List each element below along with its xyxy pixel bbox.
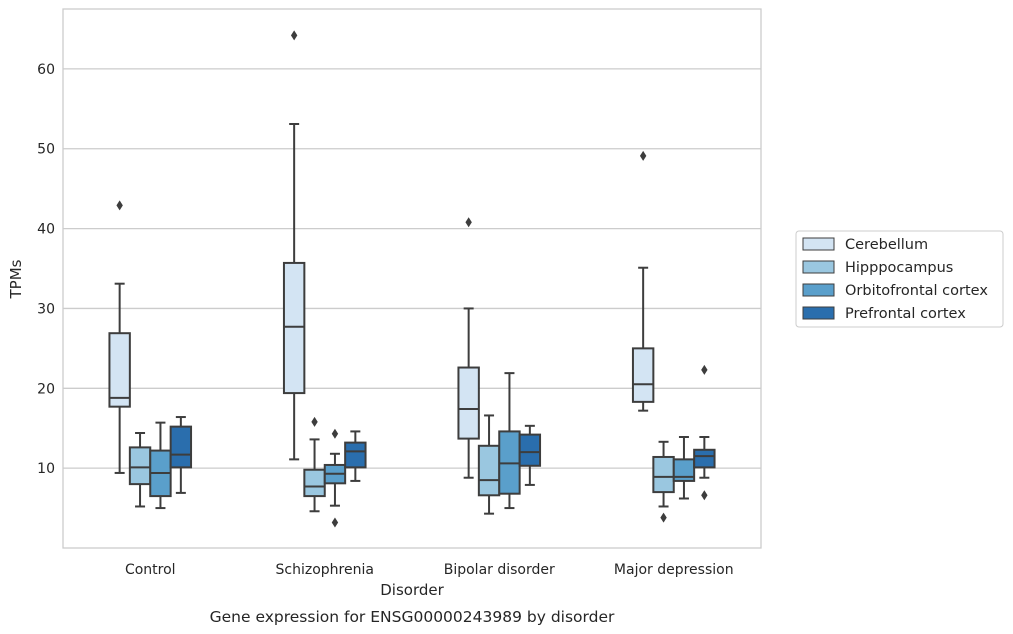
plot-frame: [62, 8, 762, 549]
box-prefrontal-cortex: [344, 430, 367, 482]
box-iqr: [303, 468, 326, 498]
box-iqr: [169, 425, 193, 469]
outlier-point: [311, 416, 318, 427]
outlier-point: [465, 217, 472, 228]
y-tick-label: 10: [37, 461, 55, 477]
box-cerebellum: [631, 150, 655, 412]
legend-swatch: [802, 237, 835, 251]
box-iqr: [672, 458, 696, 482]
outlier-point: [331, 517, 339, 528]
y-tick-label: 50: [37, 142, 55, 158]
legend-label: Hipppocampus: [845, 260, 953, 276]
box-iqr: [108, 332, 131, 408]
legend-label: Prefrontal cortex: [845, 306, 966, 322]
x-tick-labels: Control Schizophrenia Bipolar disorder Majo…: [125, 562, 734, 578]
legend-swatch: [802, 260, 835, 274]
box-iqr: [344, 441, 367, 469]
outlier-point: [660, 512, 667, 523]
box-iqr: [128, 446, 152, 486]
x-tick-label: Bipolar disorder: [444, 562, 555, 578]
y-tick-label: 40: [37, 222, 55, 238]
y-tick-labels: 10 20 30 40 50 60: [37, 62, 55, 477]
x-tick-label: Control: [125, 562, 176, 578]
box-orbitofrontal-cortex: [498, 372, 521, 510]
legend-swatch: [802, 283, 835, 297]
box-orbitofrontal-cortex: [149, 421, 172, 510]
y-tick-label: 20: [37, 381, 55, 397]
box-iqr: [631, 347, 655, 403]
outlier-point: [290, 30, 298, 41]
legend: Cerebellum Hipppocampus Orbitofrontal cort…: [795, 230, 1004, 328]
legend-frame: [795, 230, 1004, 328]
x-axis-title: Disorder: [380, 581, 444, 599]
box-cerebellum: [282, 30, 306, 461]
box-prefrontal-cortex: [169, 416, 193, 494]
box-hipppocampus: [128, 432, 152, 508]
outlier-point: [701, 364, 708, 375]
outlier-point: [331, 428, 339, 439]
outlier-point: [701, 490, 708, 501]
box-iqr: [693, 448, 716, 469]
box-cerebellum: [457, 217, 480, 479]
y-axis-title: TPMs: [7, 259, 25, 299]
outlier-point: [116, 200, 123, 211]
outlier-point: [639, 150, 647, 161]
x-tick-label: Major depression: [614, 562, 734, 578]
legend-label: Orbitofrontal cortex: [845, 283, 988, 299]
x-tick-label: Schizophrenia: [276, 562, 374, 578]
y-tick-label: 30: [37, 301, 55, 317]
box-cerebellum: [108, 200, 131, 474]
box-orbitofrontal-cortex: [672, 436, 696, 500]
box-series: [108, 30, 716, 528]
box-orbitofrontal-cortex: [323, 428, 347, 528]
y-tick-label: 60: [37, 62, 55, 78]
box-iqr: [518, 433, 542, 467]
box-iqr: [652, 455, 675, 494]
box-iqr: [457, 366, 480, 440]
legend-swatch: [802, 306, 835, 320]
legend-label: Cerebellum: [845, 237, 928, 253]
box-iqr: [282, 261, 306, 395]
box-prefrontal-cortex: [518, 424, 542, 486]
chart-caption: Gene expression for ENSG00000243989 by d…: [210, 608, 615, 626]
box-prefrontal-cortex: [693, 364, 716, 501]
box-iqr: [477, 444, 501, 497]
